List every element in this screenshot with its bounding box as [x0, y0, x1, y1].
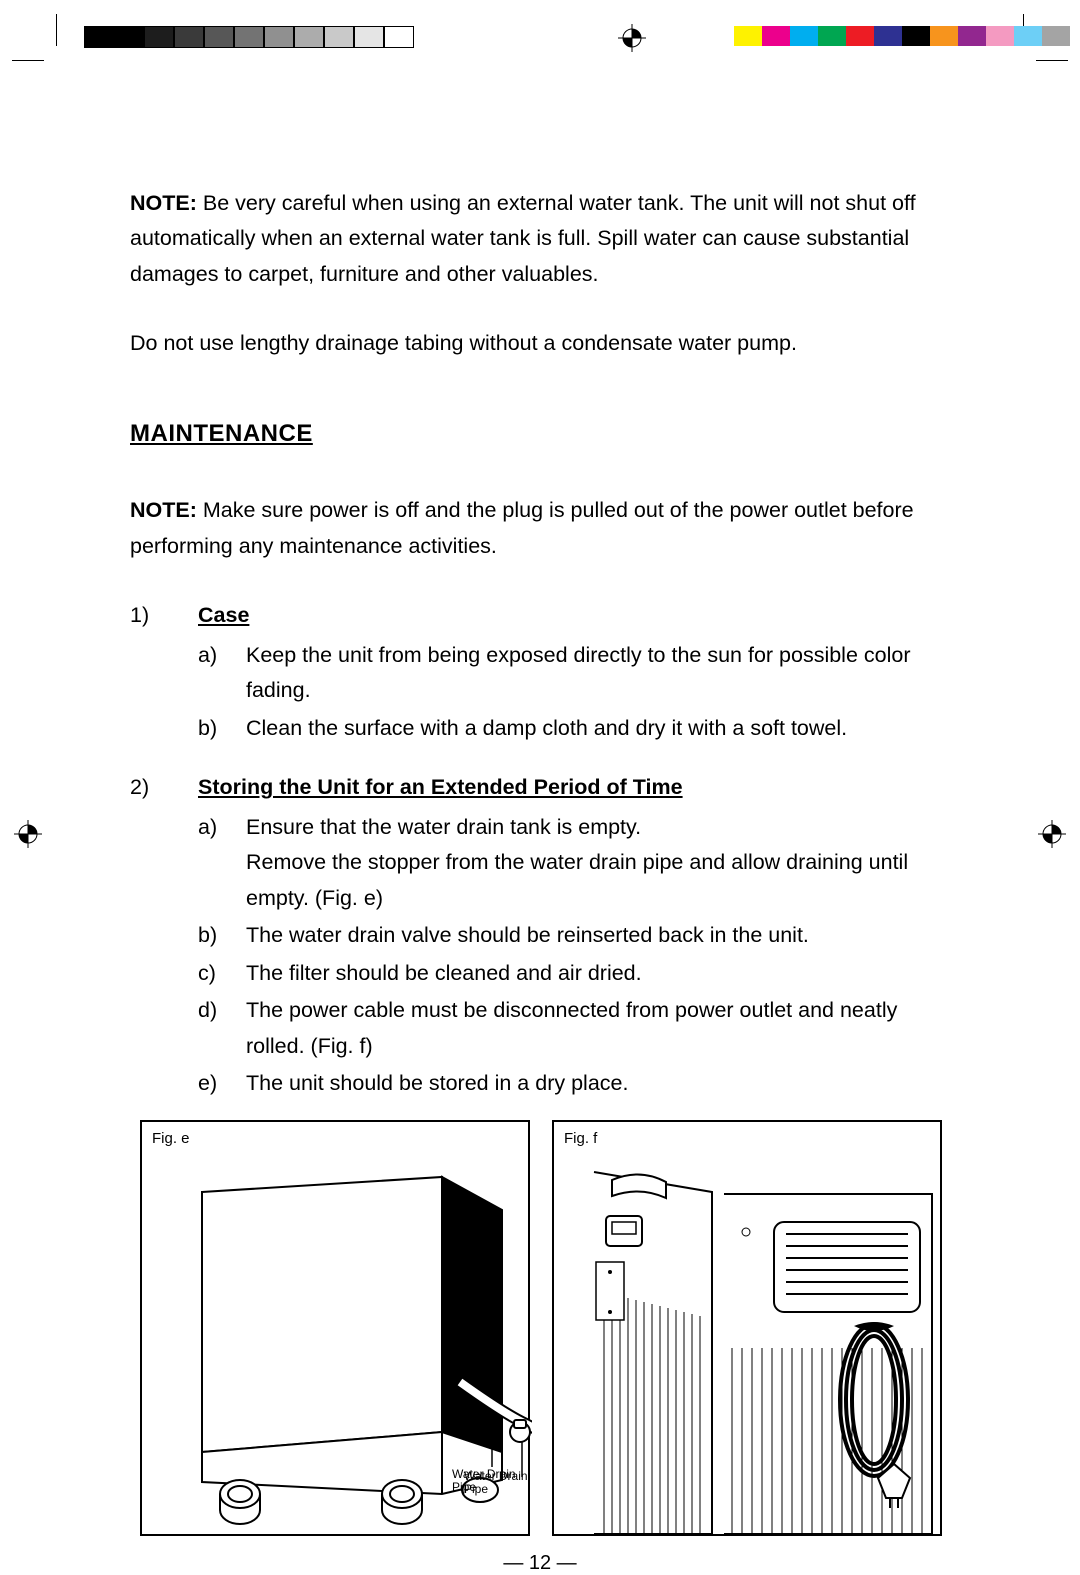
- note-paragraph: NOTE: Make sure power is off and the plu…: [130, 493, 950, 564]
- paragraph: Do not use lengthy drainage tabing witho…: [130, 326, 950, 361]
- list-heading: Storing the Unit for an Extended Period …: [198, 770, 683, 805]
- registration-mark-icon: [14, 820, 42, 848]
- crop-mark: [12, 60, 44, 61]
- greyscale-calibration-strip: [84, 26, 414, 46]
- figure-f-diagram: [554, 1122, 944, 1538]
- sub-letter: b): [198, 711, 246, 746]
- section-title: MAINTENANCE: [130, 414, 950, 454]
- figure-f: Fig. f: [552, 1120, 942, 1536]
- list-item: 2) Storing the Unit for an Extended Peri…: [130, 770, 950, 805]
- list-item: 1) Case: [130, 598, 950, 633]
- sub-item: a) Keep the unit from being exposed dire…: [198, 638, 950, 709]
- figure-label: Fig. f: [564, 1130, 597, 1147]
- page-number: — 12 —: [0, 1552, 1080, 1575]
- color-calibration-strip: [734, 26, 1070, 46]
- sub-item: c) The filter should be cleaned and air …: [198, 956, 950, 991]
- sub-letter: a): [198, 638, 246, 709]
- sub-text: The water drain valve should be reinsert…: [246, 918, 950, 953]
- sub-text: The filter should be cleaned and air dri…: [246, 956, 950, 991]
- sub-text: The unit should be stored in a dry place…: [246, 1066, 950, 1101]
- figure-label: Fig. e: [152, 1130, 190, 1147]
- page-content: NOTE: Be very careful when using an exte…: [130, 186, 950, 1104]
- note-label: NOTE:: [130, 191, 197, 215]
- sub-letter: b): [198, 918, 246, 953]
- sub-text: Ensure that the water drain tank is empt…: [246, 810, 950, 916]
- sub-letter: e): [198, 1066, 246, 1101]
- sub-letter: d): [198, 993, 246, 1064]
- sub-text: The power cable must be disconnected fro…: [246, 993, 950, 1064]
- page: NOTE: Be very careful when using an exte…: [0, 0, 1080, 1475]
- registration-mark-icon: [618, 24, 646, 52]
- sub-letter: a): [198, 810, 246, 916]
- sub-item: a) Ensure that the water drain tank is e…: [198, 810, 950, 916]
- crop-mark: [56, 14, 57, 46]
- crop-mark: [1036, 60, 1068, 61]
- note-text: Be very careful when using an external w…: [130, 191, 916, 286]
- numbered-list: 1) Case a) Keep the unit from being expo…: [130, 598, 950, 1101]
- registration-mark-icon: [1038, 820, 1066, 848]
- sub-text: Clean the surface with a damp cloth and …: [246, 711, 950, 746]
- note-label: NOTE:: [130, 498, 197, 522]
- figure-e: Fig. e: [140, 1120, 530, 1536]
- list-heading: Case: [198, 598, 249, 633]
- figures-row: Fig. e: [140, 1120, 948, 1536]
- note-paragraph: NOTE: Be very careful when using an exte…: [130, 186, 950, 292]
- list-number: 2): [130, 770, 198, 805]
- sub-item: e) The unit should be stored in a dry pl…: [198, 1066, 950, 1101]
- sub-item: b) Clean the surface with a damp cloth a…: [198, 711, 950, 746]
- sub-item: b) The water drain valve should be reins…: [198, 918, 950, 953]
- note-text: Make sure power is off and the plug is p…: [130, 498, 914, 557]
- sub-item: d) The power cable must be disconnected …: [198, 993, 950, 1064]
- list-number: 1): [130, 598, 198, 633]
- callout-water-drain-pipe: Water Drain Pipe: [452, 1468, 516, 1494]
- sub-letter: c): [198, 956, 246, 991]
- sub-text: Keep the unit from being exposed directl…: [246, 638, 950, 709]
